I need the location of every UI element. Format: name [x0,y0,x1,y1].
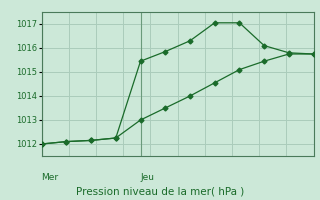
Text: Mer: Mer [42,173,59,182]
Text: Pression niveau de la mer( hPa ): Pression niveau de la mer( hPa ) [76,186,244,196]
Text: Jeu: Jeu [140,173,155,182]
